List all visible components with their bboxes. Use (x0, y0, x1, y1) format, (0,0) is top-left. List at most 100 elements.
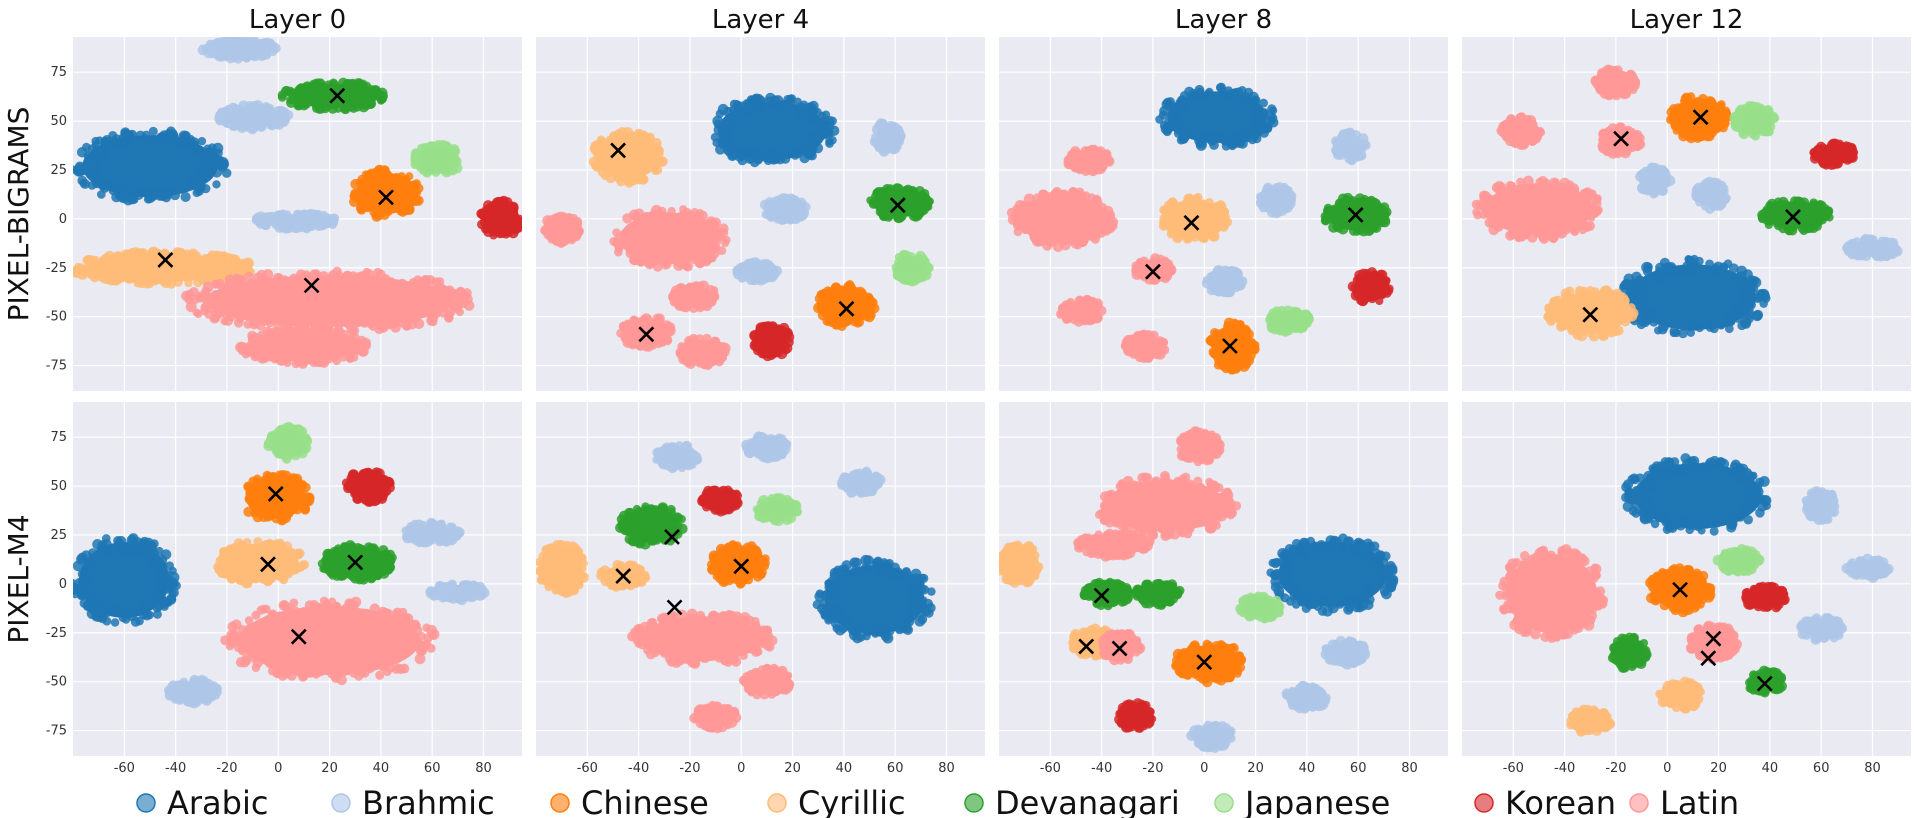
point-latin (1535, 177, 1545, 187)
point-latin (219, 304, 228, 313)
point-arabic (1655, 314, 1664, 323)
point-korean (382, 487, 392, 496)
point-arabic (128, 190, 137, 200)
centroid-stroke (329, 87, 346, 104)
cluster-latin (235, 324, 372, 369)
point-latin (336, 333, 346, 343)
point-latin (1547, 232, 1558, 243)
point-latin (1505, 180, 1516, 191)
centroid-stroke (303, 277, 320, 294)
point-arabic (212, 180, 221, 189)
point-cyrillic (204, 253, 215, 265)
point-latin (677, 342, 686, 351)
point-arabic (164, 598, 173, 607)
point-brahmic (249, 121, 260, 132)
point-brahmic (878, 145, 890, 157)
point-latin (346, 341, 355, 350)
point-latin (1582, 222, 1591, 231)
point-korean (772, 346, 784, 358)
point-japanese (293, 424, 304, 435)
point-devanagari (1364, 196, 1375, 207)
point-korean (354, 472, 364, 482)
point-latin (706, 220, 715, 229)
point-latin (690, 335, 699, 345)
point-arabic (1261, 122, 1272, 134)
point-brahmic (1223, 285, 1235, 297)
point-latin (1106, 218, 1115, 227)
point-arabic (99, 183, 110, 193)
centroid-x-marker (1785, 209, 1801, 225)
point-devanagari (286, 95, 296, 105)
point-arabic (1657, 324, 1668, 335)
point-japanese (1282, 305, 1294, 317)
cluster-brahmic (1691, 176, 1731, 214)
point-arabic (1669, 329, 1678, 338)
point-brahmic (869, 136, 881, 147)
point-arabic (95, 173, 104, 182)
point-brahmic (1338, 129, 1350, 140)
point-japanese (1747, 128, 1758, 139)
point-cyrillic (1557, 320, 1568, 331)
point-brahmic (323, 215, 333, 225)
point-latin (1079, 315, 1090, 326)
row-label-pixel-m4: PIXEL-M4 (2, 514, 35, 643)
point-arabic (783, 94, 793, 105)
point-chinese (258, 511, 270, 522)
cluster-latin (181, 266, 475, 337)
point-latin (1092, 311, 1102, 321)
point-japanese (431, 167, 441, 177)
point-chinese (245, 489, 254, 499)
point-arabic (150, 553, 161, 564)
centroid-stroke (1145, 263, 1161, 280)
point-latin (635, 218, 645, 227)
point-brahmic (446, 533, 456, 543)
point-brahmic (238, 100, 250, 112)
point-brahmic (1270, 183, 1282, 194)
point-brahmic (1715, 184, 1725, 194)
point-brahmic (219, 115, 230, 126)
point-arabic (796, 107, 806, 118)
point-cyrillic (83, 254, 93, 264)
panel-pixel-bigrams-layer-12 (1462, 37, 1911, 391)
point-arabic (1237, 85, 1247, 95)
point-arabic (148, 126, 158, 136)
point-chinese (1681, 93, 1692, 104)
point-arabic (828, 136, 837, 145)
centroid-stroke (1692, 109, 1709, 126)
cluster-japanese (410, 140, 463, 178)
point-japanese (906, 275, 918, 287)
point-latin (1588, 209, 1598, 219)
point-cyrillic (120, 249, 131, 260)
point-latin (354, 272, 363, 281)
point-japanese (1279, 325, 1291, 337)
point-japanese (1265, 315, 1275, 325)
point-arabic (1752, 309, 1764, 321)
point-brahmic (263, 40, 274, 51)
point-latin (236, 310, 245, 319)
point-latin (1123, 334, 1134, 346)
point-latin (332, 266, 342, 277)
point-latin (667, 207, 676, 216)
point-latin (412, 313, 422, 323)
point-korean (364, 468, 374, 477)
point-latin (1500, 217, 1510, 227)
point-arabic (1259, 98, 1268, 108)
point-chinese (371, 210, 381, 219)
point-arabic (1204, 89, 1213, 98)
point-latin (1516, 177, 1525, 187)
cluster-latin (1131, 253, 1177, 285)
point-latin (1615, 87, 1626, 98)
point-devanagari (893, 212, 905, 224)
point-brahmic (1881, 238, 1891, 247)
point-devanagari (1787, 225, 1798, 236)
point-latin (251, 318, 261, 328)
point-latin (349, 353, 359, 362)
point-latin (1632, 140, 1643, 152)
centroid-x-marker (889, 197, 906, 214)
point-devanagari (296, 83, 306, 93)
point-korean (491, 199, 501, 209)
point-cyrillic (1598, 330, 1609, 342)
point-arabic (179, 139, 189, 148)
point-brahmic (737, 274, 747, 283)
cluster-korean (1347, 267, 1394, 307)
